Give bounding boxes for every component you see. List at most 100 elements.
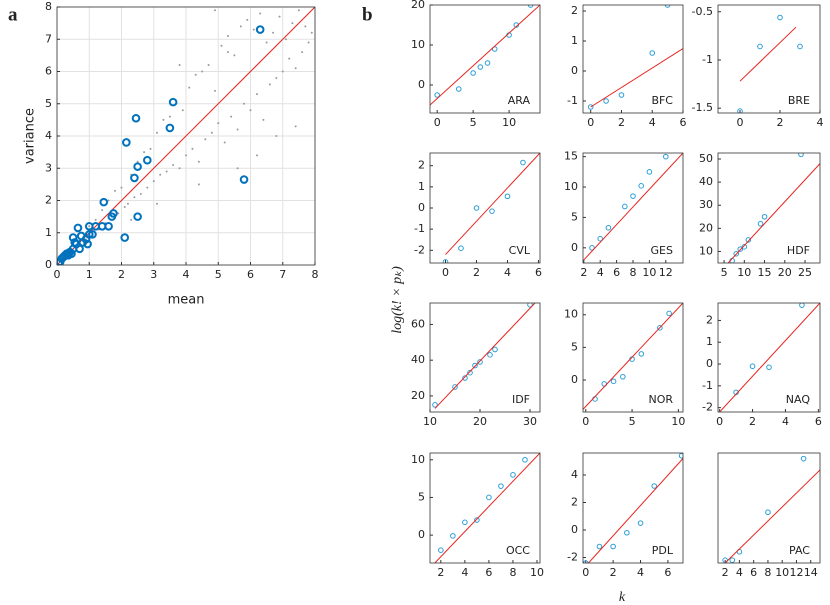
x-tick-label: 0	[716, 415, 723, 428]
y-tick-label: 1	[571, 34, 578, 47]
y-tick-label: 10	[411, 38, 425, 51]
data-point	[67, 249, 76, 259]
plot-marks	[434, 453, 540, 563]
y-tick-label: 15	[564, 150, 578, 163]
data-point	[741, 244, 748, 250]
data-point	[168, 97, 178, 107]
data-point	[197, 183, 200, 186]
data-point	[637, 520, 644, 526]
data-point	[259, 12, 262, 15]
data-point	[477, 359, 483, 365]
data-point	[126, 202, 129, 205]
data-point	[136, 160, 139, 163]
data-point	[220, 44, 223, 47]
data-point	[678, 453, 683, 459]
x-tick-label: 2	[610, 566, 617, 579]
y-tick-label: 0	[706, 357, 713, 370]
plot-frame	[717, 4, 821, 114]
fit-line	[583, 153, 683, 261]
x-tick-label: 4	[736, 566, 743, 579]
data-point	[268, 83, 271, 86]
data-point	[214, 9, 217, 12]
y-tick-label: 5	[45, 97, 52, 110]
y-tick-label: 7	[45, 32, 52, 45]
data-point	[605, 224, 612, 231]
data-point	[610, 543, 616, 550]
plot-marks	[737, 14, 803, 113]
data-point	[284, 38, 287, 41]
y-tick-label: 20	[699, 221, 713, 234]
y-tick-label: -1	[567, 94, 578, 107]
data-point	[275, 76, 278, 79]
x-tick-label: 0	[442, 266, 449, 279]
panel-title: BFC	[651, 94, 673, 107]
data-point	[666, 310, 672, 317]
y-tick-label: 5	[418, 490, 425, 503]
fit-line	[719, 303, 820, 412]
data-point	[114, 189, 117, 192]
data-point	[123, 205, 126, 208]
plot-area	[718, 153, 820, 263]
data-point	[474, 517, 480, 523]
data-point	[117, 212, 120, 215]
fit-line	[724, 469, 820, 563]
x-tick-label: 4	[504, 266, 511, 279]
plot-marks	[432, 303, 536, 409]
data-point	[651, 483, 658, 489]
plot-area	[430, 5, 540, 113]
plot-marks	[583, 153, 683, 261]
y-tick-label: 10	[564, 308, 578, 321]
x-tick-label: 6	[815, 415, 822, 428]
data-point	[204, 138, 207, 141]
y-tick-label: 20	[411, 389, 425, 402]
data-point	[733, 250, 740, 257]
x-tick-label: 20	[473, 415, 487, 428]
y-tick-label: 0	[45, 258, 52, 271]
data-point	[194, 73, 197, 76]
data-point	[797, 43, 803, 50]
panel-label: a	[8, 4, 18, 25]
y-tick-label: 0	[418, 201, 425, 214]
x-tick-label: 30	[523, 415, 537, 428]
plot-frame	[582, 452, 684, 564]
data-point	[249, 109, 252, 112]
data-point	[239, 25, 242, 28]
x-tick-label: 0	[587, 116, 594, 129]
x-tick-label: 10	[642, 266, 656, 279]
data-point	[438, 547, 444, 553]
data-point	[255, 93, 258, 96]
x-tick-label: 5	[215, 268, 222, 281]
data-point	[149, 147, 152, 150]
data-point	[467, 369, 473, 376]
x-tick-label: 4	[183, 268, 190, 281]
plot-frame	[429, 152, 541, 264]
y-tick-label: 5	[571, 340, 578, 353]
fit-line	[57, 7, 315, 265]
plot-area	[718, 453, 820, 563]
x-tick-label: 6	[535, 266, 542, 279]
x-tick-label: 0	[434, 116, 441, 129]
y-tick-label: 40	[411, 353, 425, 366]
plot-frame	[429, 452, 541, 564]
y-tick-label: 10	[411, 453, 425, 466]
plot-frame	[56, 6, 316, 266]
data-point	[638, 183, 644, 189]
data-point	[165, 170, 168, 173]
data-point	[120, 233, 130, 242]
data-point	[133, 212, 142, 221]
x-tick-label: 2	[437, 566, 444, 579]
y-tick-label: -1.5	[692, 101, 713, 114]
x-tick-label: 6	[247, 268, 254, 281]
panel-title: BRE	[788, 94, 810, 107]
y-tick-label: 0	[571, 523, 578, 536]
x-tick-label: 1	[86, 268, 93, 281]
y-tick-label: 2	[45, 194, 52, 207]
plot-frame	[717, 152, 821, 264]
y-tick-label: 8	[45, 0, 52, 13]
data-point	[766, 364, 772, 371]
plot-frame	[429, 4, 541, 114]
panel-title: GES	[651, 244, 673, 257]
data-point	[143, 155, 152, 165]
fit-line	[583, 303, 683, 410]
data-point	[434, 92, 440, 98]
